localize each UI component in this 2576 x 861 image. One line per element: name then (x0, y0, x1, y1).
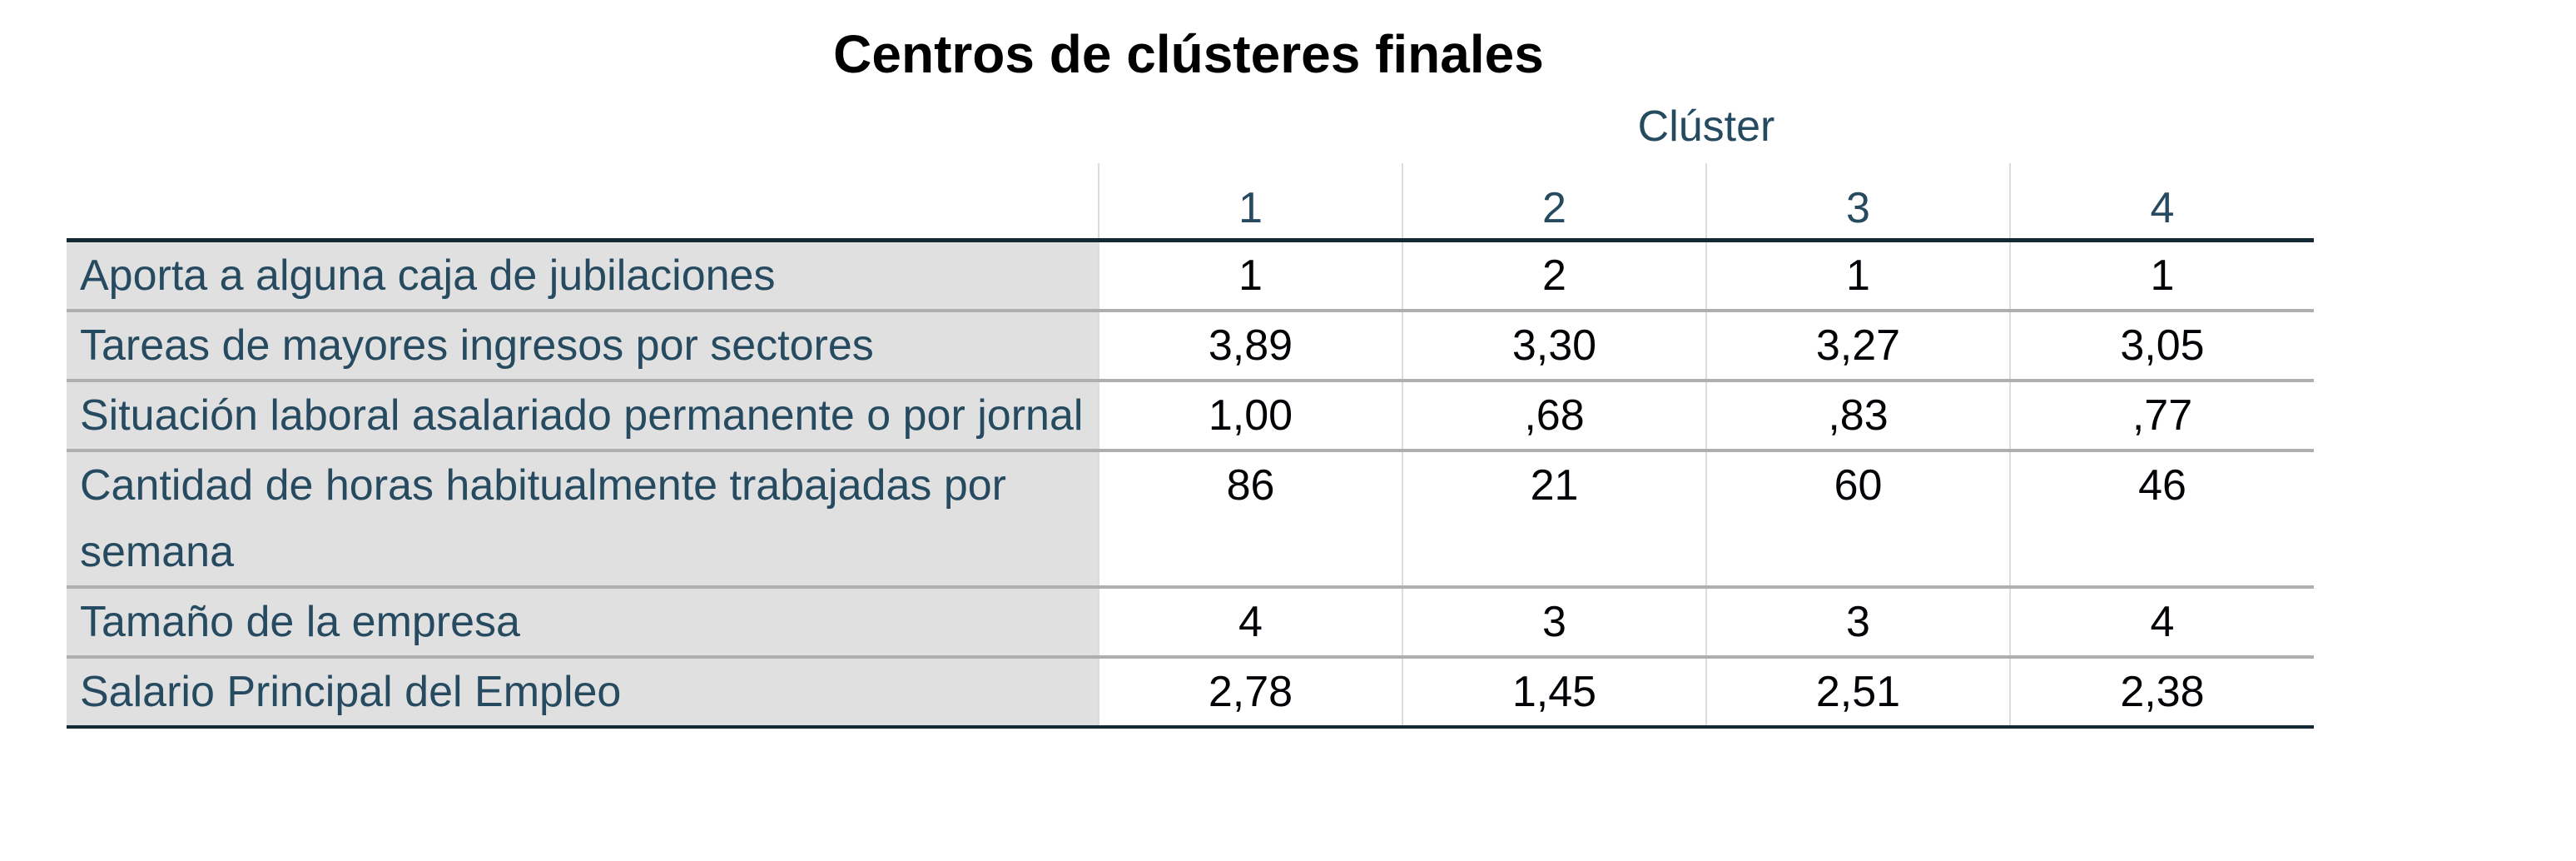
row-label: Tamaño de la empresa (67, 587, 1099, 657)
cluster-centers-table: 1 2 3 4 Aporta a alguna caja de jubilaci… (67, 163, 2314, 729)
column-header-row: 1 2 3 4 (67, 163, 2314, 241)
cell-value: 2,38 (2009, 657, 2314, 727)
cell-value: 1 (1098, 240, 1402, 311)
column-header: 3 (1705, 163, 2010, 241)
table-row: Tamaño de la empresa 4 3 3 4 (67, 587, 2314, 657)
table-row: Situación laboral asalariado permanente … (67, 381, 2314, 450)
cell-value: 86 (1098, 450, 1402, 587)
column-header: 2 (1402, 163, 1706, 241)
cell-value: 4 (1098, 587, 1402, 657)
row-label: Situación laboral asalariado permanente … (67, 381, 1099, 450)
row-label: Tareas de mayores ingresos por sectores (67, 311, 1099, 381)
table-row: Cantidad de horas habitualmente trabajad… (67, 450, 2314, 587)
cell-value: 3 (1402, 587, 1706, 657)
cell-value: ,77 (2009, 381, 2314, 450)
table-row: Salario Principal del Empleo 2,78 1,45 2,51… (67, 657, 2314, 727)
cell-value: 3,30 (1402, 311, 1706, 381)
cell-value: 3,89 (1098, 311, 1402, 381)
row-label: Aporta a alguna caja de jubilaciones (67, 240, 1099, 311)
corner-cell (67, 163, 1099, 241)
column-header: 1 (1098, 163, 1402, 241)
table-title: Centros de clústeres finales (833, 24, 1544, 84)
table-row: Aporta a alguna caja de jubilaciones 1 2 1 1 (67, 240, 2314, 311)
cell-value: ,83 (1705, 381, 2010, 450)
cell-value: 2,78 (1098, 657, 1402, 727)
cell-value: 21 (1402, 450, 1706, 587)
column-header: 4 (2009, 163, 2314, 241)
cell-value: 60 (1705, 450, 2010, 587)
cell-value: 4 (2009, 587, 2314, 657)
table-row: Tareas de mayores ingresos por sectores 3… (67, 311, 2314, 381)
cell-value: 3,27 (1705, 311, 2010, 381)
cell-value: 3 (1705, 587, 2010, 657)
cell-value: 3,05 (2009, 311, 2314, 381)
cell-value: 46 (2009, 450, 2314, 587)
row-label: Salario Principal del Empleo (67, 657, 1099, 727)
row-label: Cantidad de horas habitualmente trabajad… (67, 450, 1099, 587)
cell-value: 2,51 (1705, 657, 2010, 727)
cell-value: 1,45 (1402, 657, 1706, 727)
cell-value: 1,00 (1098, 381, 1402, 450)
cluster-group-header: Clúster (1637, 102, 1775, 151)
cell-value: 2 (1402, 240, 1706, 311)
cell-value: 1 (2009, 240, 2314, 311)
cell-value: 1 (1705, 240, 2010, 311)
cell-value: ,68 (1402, 381, 1706, 450)
